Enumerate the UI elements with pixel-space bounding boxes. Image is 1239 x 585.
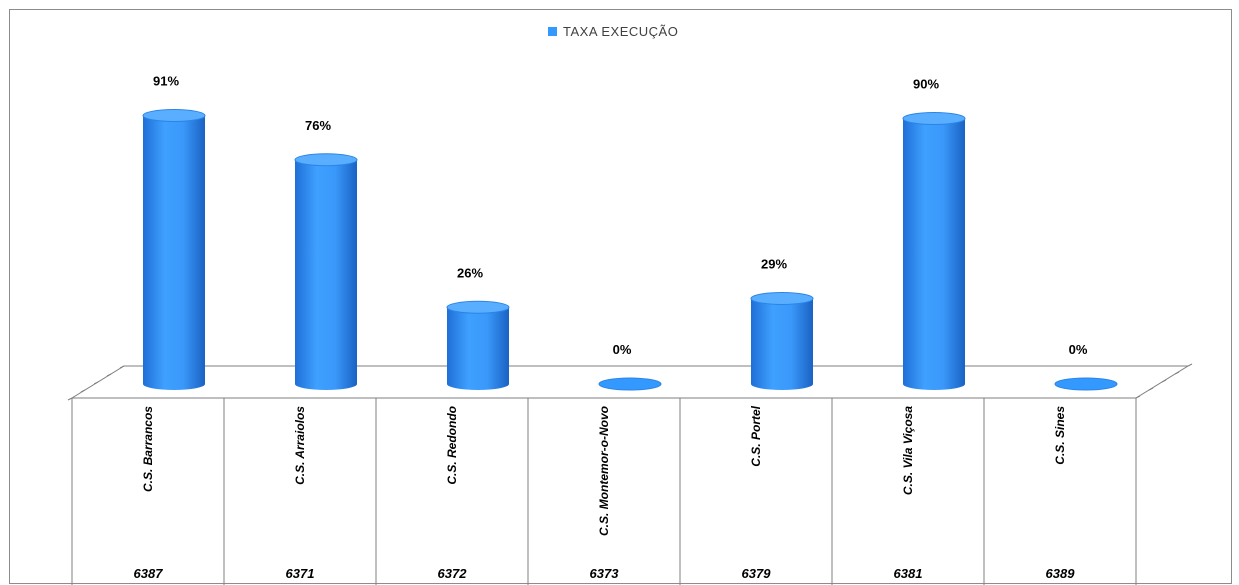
bar-top bbox=[446, 300, 510, 314]
category-code: 6371 bbox=[286, 566, 315, 581]
depth-tick bbox=[67, 397, 73, 401]
data-label: 29% bbox=[761, 256, 787, 271]
category-label: C.S. Arraiolos bbox=[293, 406, 307, 485]
legend-label: TAXA EXECUÇÃO bbox=[563, 24, 679, 39]
category-code: 6372 bbox=[438, 566, 468, 581]
category-code: 6389 bbox=[1046, 566, 1076, 581]
category-label: C.S. Barrancos bbox=[141, 406, 155, 492]
depth-tick bbox=[1174, 371, 1180, 375]
chart-floor bbox=[67, 363, 1193, 585]
category-code: 6379 bbox=[742, 566, 772, 581]
labels-group: 91% C.S. Barrancos 6387 76% C.S. Arraiolos 63… bbox=[134, 74, 1088, 581]
data-label: 76% bbox=[305, 118, 331, 133]
depth-tick bbox=[106, 373, 112, 377]
category-code: 6387 bbox=[134, 566, 164, 581]
category-label: C.S. Sines bbox=[1053, 406, 1067, 465]
data-label: 0% bbox=[1069, 342, 1088, 357]
depth-tick bbox=[1148, 387, 1154, 391]
bar-body bbox=[295, 159, 357, 390]
data-label: 26% bbox=[457, 265, 483, 280]
category-label: C.S. Vila Viçosa bbox=[901, 406, 915, 495]
bar-zero bbox=[598, 377, 662, 391]
depth-tick bbox=[93, 381, 99, 385]
category-code: 6373 bbox=[590, 566, 620, 581]
legend-swatch bbox=[548, 27, 557, 36]
depth-tick bbox=[1187, 363, 1193, 367]
bar-top bbox=[902, 112, 966, 125]
bar-body bbox=[143, 115, 205, 391]
bar-body bbox=[903, 118, 965, 390]
depth-tick bbox=[1161, 379, 1167, 383]
bars-group bbox=[142, 109, 1118, 391]
bar-top bbox=[142, 109, 206, 123]
legend: TAXA EXECUÇÃO bbox=[548, 24, 678, 39]
depth-tick bbox=[119, 365, 125, 369]
chart-frame bbox=[9, 9, 1232, 584]
category-label: C.S. Portel bbox=[749, 405, 763, 466]
bar-body bbox=[751, 298, 813, 390]
data-label: 91% bbox=[153, 74, 179, 89]
bar-zero bbox=[1054, 377, 1118, 391]
category-label: C.S. Redondo bbox=[445, 406, 459, 485]
bar-top bbox=[750, 291, 814, 305]
depth-tick bbox=[1135, 395, 1141, 399]
category-label: C.S. Montemor-o-Novo bbox=[597, 406, 611, 536]
data-label: 0% bbox=[613, 342, 632, 357]
category-code: 6381 bbox=[894, 566, 923, 581]
depth-tick bbox=[80, 389, 86, 393]
data-label: 90% bbox=[913, 77, 939, 92]
bar-body bbox=[447, 307, 509, 390]
bar-top bbox=[294, 153, 358, 167]
